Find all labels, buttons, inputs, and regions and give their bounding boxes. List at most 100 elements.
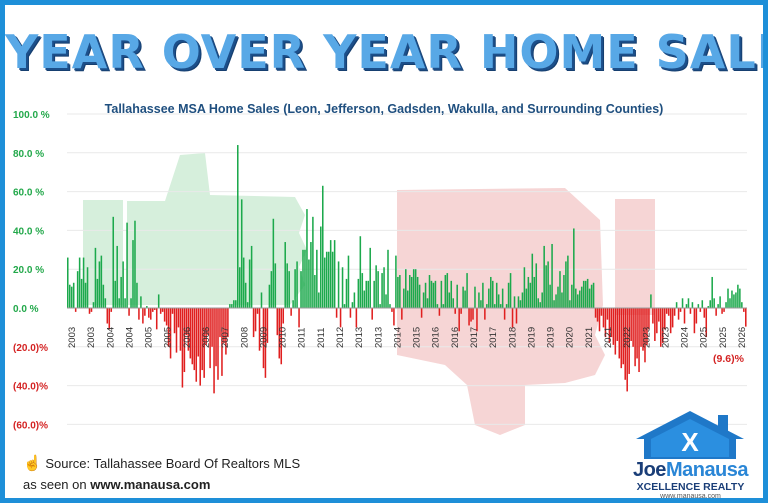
bar: [159, 308, 162, 314]
bar: [476, 308, 478, 332]
y-tick-label: 40.0 %: [13, 226, 44, 237]
bar: [82, 257, 85, 308]
x-tick-label: 2023: [641, 327, 652, 348]
bar: [622, 308, 625, 365]
bar: [448, 292, 451, 308]
bar: [193, 308, 196, 371]
bar: [142, 308, 144, 324]
x-tick-label: 2010: [278, 327, 289, 348]
bar: [543, 245, 545, 308]
bar: [580, 286, 583, 308]
page-title: YEAR OVER YEAR HOME SALES: [5, 25, 768, 79]
bar: [735, 292, 737, 308]
x-tick-label: 2024: [680, 327, 691, 348]
bar: [646, 308, 648, 345]
bar: [408, 275, 411, 308]
x-tick-label: 2007: [220, 327, 231, 348]
y-gridlines: [67, 113, 747, 425]
x-tick-label: 2006: [182, 327, 193, 348]
latest-value-annotation: (9.6)%: [713, 353, 745, 365]
bar: [642, 308, 644, 351]
bar: [403, 288, 405, 308]
x-tick-label: 2004: [124, 327, 135, 348]
bar: [320, 226, 322, 308]
bar: [689, 308, 692, 314]
bar: [264, 308, 267, 378]
seen-site-link[interactable]: www.manausa.com: [90, 477, 211, 492]
bar: [128, 308, 130, 316]
bar: [242, 257, 245, 308]
bar: [325, 251, 328, 308]
bar: [120, 276, 122, 308]
y-tick-label: (40.0)%: [13, 382, 48, 393]
bar: [217, 308, 219, 380]
bar: [563, 275, 565, 308]
bar: [211, 308, 213, 347]
bar: [519, 300, 522, 308]
bar: [274, 263, 277, 308]
bar: [527, 276, 530, 308]
bar: [365, 280, 368, 308]
brand-tagline: XCELLENCE REALTY: [636, 481, 745, 493]
seen-on-line: as seen on www.manausa.com: [23, 477, 210, 492]
bar: [545, 265, 547, 308]
bar: [501, 288, 504, 308]
bar: [474, 286, 476, 308]
brand-name-last: Manausa: [665, 459, 749, 481]
bar: [272, 218, 275, 308]
x-tick-label: 2025: [718, 327, 729, 348]
bar: [663, 308, 666, 330]
bar: [430, 280, 433, 308]
bar: [229, 304, 231, 308]
bar: [612, 308, 615, 345]
bar: [490, 276, 492, 308]
bar: [588, 288, 591, 308]
bar: [535, 263, 538, 308]
bar: [363, 290, 366, 308]
x-tick-label: 2012: [335, 327, 346, 348]
bar: [630, 308, 632, 341]
bar: [298, 308, 300, 328]
bar: [70, 286, 73, 308]
bar: [116, 245, 118, 308]
bar: [547, 261, 549, 308]
bar: [308, 259, 310, 308]
bar: [719, 296, 721, 308]
bar: [662, 308, 664, 343]
bar: [256, 308, 259, 314]
thumbs-down-art: [397, 188, 655, 435]
bar: [733, 294, 735, 308]
bar: [270, 271, 273, 308]
bar: [428, 275, 431, 308]
bar: [98, 261, 101, 308]
bar: [118, 298, 120, 308]
bar: [559, 271, 561, 308]
bar: [375, 265, 377, 308]
bar: [152, 308, 154, 312]
bar: [262, 308, 265, 369]
bar: [440, 280, 443, 308]
bar: [656, 308, 658, 334]
bar: [92, 302, 95, 308]
brand-url: www.manausa.com: [660, 493, 721, 500]
bar: [207, 308, 209, 336]
y-tick-label: 0.0 %: [13, 304, 39, 315]
brand-name: JoeManausa: [618, 459, 763, 482]
bar: [231, 304, 233, 308]
bar: [691, 302, 694, 308]
bar: [393, 308, 395, 326]
bar: [458, 308, 460, 332]
x-tick-label: 2009: [258, 327, 269, 348]
bar: [367, 280, 370, 308]
y-tick-label: (20.0)%: [13, 343, 48, 354]
bar: [250, 245, 253, 308]
bar: [703, 308, 706, 318]
bar: [460, 308, 462, 314]
bar: [351, 302, 354, 308]
bar: [610, 308, 613, 338]
bar: [513, 296, 516, 308]
bar: [102, 284, 105, 308]
bar: [555, 294, 557, 308]
bar: [669, 308, 672, 334]
bar: [379, 304, 381, 308]
